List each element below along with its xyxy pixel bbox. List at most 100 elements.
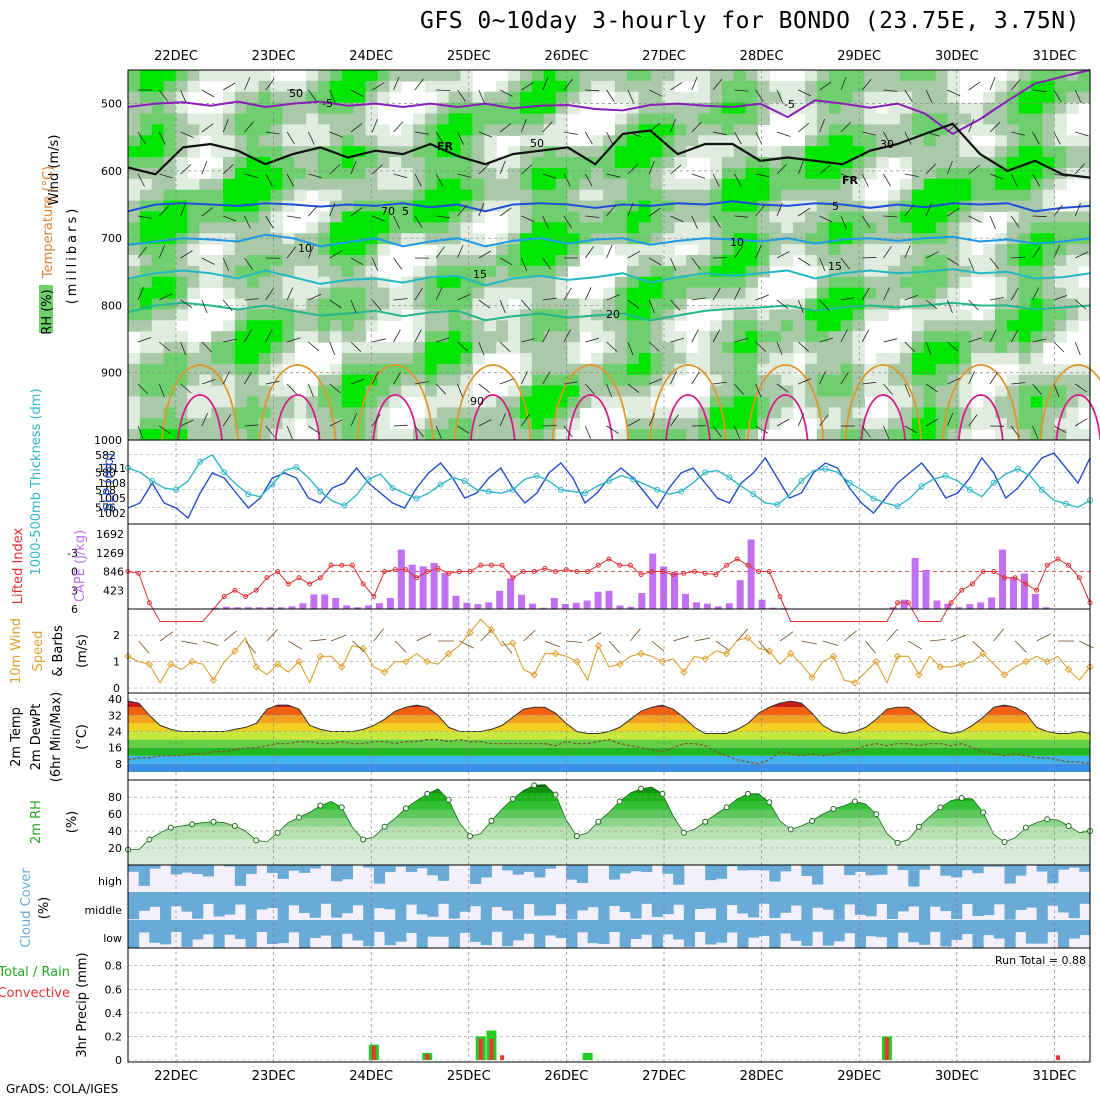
rh-shade-cell (329, 429, 343, 441)
rh-shade-cell (733, 222, 747, 234)
rh-shade-cell (757, 157, 770, 169)
rh-shade-cell (579, 178, 592, 191)
rh-shade-cell (175, 189, 188, 202)
rh-shade-cell (745, 124, 759, 136)
wind-barb (286, 337, 301, 343)
rh-shade-cell (686, 113, 699, 126)
rh-shade-cell (745, 70, 759, 82)
rh-shade-cell (781, 320, 794, 332)
rh-shade-cell (614, 342, 628, 354)
rh-shade-cell (1018, 222, 1032, 234)
rh-shade-cell (567, 396, 580, 408)
rh-shade-cell (211, 363, 224, 376)
wind-barb (478, 89, 485, 103)
rh-shade-cell (840, 331, 854, 343)
rh-shade-cell (935, 255, 949, 267)
thickness-point (221, 469, 228, 476)
rh-shade-cell (781, 211, 794, 223)
rh-shade-cell (721, 178, 735, 191)
rh-shade-cell (935, 244, 949, 256)
date-label-bottom: 26DEC (544, 1069, 588, 1084)
rh-shade-cell (282, 189, 295, 202)
rh-shade-cell (175, 363, 188, 376)
rh-shade-cell (757, 342, 770, 354)
rh-shade-cell (983, 167, 996, 180)
wind-speed-point (273, 660, 282, 668)
rh-shade-cell (804, 80, 818, 93)
rh-shade-cell (876, 298, 889, 311)
rh-shade-cell (448, 211, 462, 223)
cloud-cell (523, 920, 535, 934)
cloud-cell (1036, 892, 1048, 920)
rh-shade-cell (211, 418, 224, 430)
rh-shade-cell (234, 189, 248, 202)
rh-shade-cell (128, 298, 141, 311)
rh-shade-cell (1054, 178, 1067, 191)
rh-shade-cell (306, 396, 319, 408)
wind-barb (968, 414, 978, 427)
rh-shade-cell (448, 80, 462, 93)
temp-tick: 8 (115, 758, 122, 771)
rh-shade-cell (781, 396, 794, 408)
rh-shade-cell (436, 429, 450, 441)
rh-shade-cell (282, 396, 295, 408)
cloud-cell (1004, 892, 1016, 920)
rh-shade-cell (828, 309, 842, 321)
label-t15: 15 (473, 268, 487, 281)
rh-shade-cell (341, 167, 355, 180)
wind-barb (265, 173, 273, 187)
rh-shade-cell (496, 233, 509, 245)
rh-shade-cell (947, 331, 960, 343)
rh-shade-cell (151, 374, 165, 387)
wind-barb (521, 215, 535, 222)
rh-shade-cell (484, 342, 497, 354)
rh-shade-cell (377, 124, 390, 136)
thickness-point (798, 478, 805, 484)
rh-shade-cell (935, 407, 949, 419)
rh-shade-cell (531, 331, 545, 343)
rh-shade-cell (234, 157, 248, 169)
rh-shade-cell (757, 352, 770, 365)
wind-barb (627, 89, 634, 103)
rh-shade-cell (484, 200, 497, 213)
rh-shade-cell (709, 102, 723, 115)
rh-shade-cell (377, 233, 390, 245)
rh-shade-cell (721, 91, 735, 104)
cape-bar (266, 607, 274, 609)
rh-shade-cell (781, 298, 794, 311)
rh-shade-cell (1030, 102, 1044, 115)
wind-barb (563, 78, 574, 91)
rh-shade-cell (223, 244, 236, 256)
wind-barb (712, 78, 723, 91)
rh-shade-cell (1042, 80, 1055, 93)
rh-shade-cell (781, 80, 794, 93)
rh-shade-cell (223, 70, 236, 82)
rh-shade-cell (650, 222, 664, 234)
rh-shade-cell (638, 102, 652, 115)
cloud-cell (683, 892, 696, 920)
rh-shade-cell (852, 157, 865, 169)
isotherm-15 (127, 268, 1091, 287)
rh-shade-cell (947, 374, 960, 387)
rh-shade-cell (864, 167, 877, 180)
rh-shade-cell (329, 80, 343, 93)
rh-shade-cell (163, 102, 177, 115)
surface-wind-barb (779, 631, 794, 642)
rh-shade-cell (1018, 418, 1032, 430)
rh-shade-cell (852, 135, 865, 147)
rh-shade-cell (353, 124, 367, 136)
wind-barb (478, 299, 491, 309)
thickness-tick: 576 (95, 501, 116, 514)
rh-shade-cell (1054, 80, 1067, 93)
rh-shade-cell (698, 342, 711, 354)
lifted-index-point (595, 562, 601, 568)
rh-shade-cell (175, 287, 188, 300)
rh-point (531, 782, 538, 789)
rh-shade-cell (614, 429, 628, 441)
rh-shade-cell (306, 244, 319, 256)
rh-shade-cell (579, 80, 592, 93)
rh-shade-cell (163, 276, 177, 289)
wind-barb (286, 425, 293, 440)
rh-shade-cell (306, 91, 319, 104)
rh-shade-cell (270, 374, 283, 387)
